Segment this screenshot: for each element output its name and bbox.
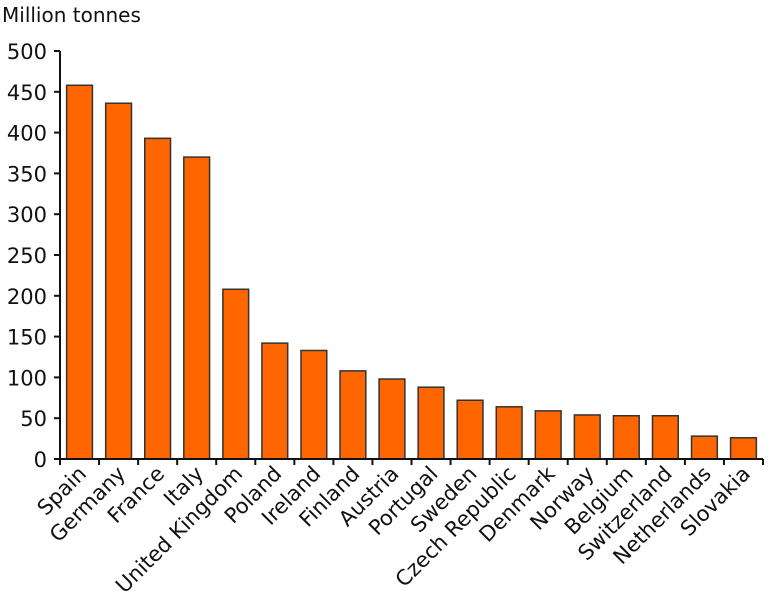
bar-slovakia	[729, 437, 758, 460]
bar-portugal	[417, 386, 445, 460]
bar-switzerland	[651, 415, 679, 460]
bar-germany	[104, 102, 133, 460]
bar-norway	[573, 414, 601, 460]
y-axis-ticks: 0 50 100 150 200 250 300 350 400 450 500	[7, 40, 60, 472]
bar-france	[144, 137, 172, 460]
y-tick-label: 400	[7, 122, 47, 146]
bar-denmark	[534, 410, 562, 460]
bar-netherlands	[690, 435, 719, 460]
bar-ireland	[300, 349, 328, 460]
bar-finland	[339, 370, 367, 460]
bars	[65, 84, 758, 460]
y-axis-label: Million tonnes	[2, 3, 141, 27]
y-tick-label: 300	[7, 203, 47, 227]
y-tick-label: 200	[7, 285, 47, 309]
y-tick-label: 50	[20, 407, 47, 431]
bar-belgium	[612, 415, 640, 460]
y-tick-label: 450	[7, 81, 47, 105]
y-tick-label: 500	[7, 40, 47, 64]
bar-austria	[378, 378, 406, 460]
y-tick-label: 250	[7, 244, 47, 268]
bar-spain	[65, 84, 94, 460]
bar-czech-republic	[495, 406, 523, 460]
bar-united-kingdom	[222, 288, 250, 460]
bar-italy	[183, 156, 211, 460]
y-tick-label: 350	[7, 162, 47, 186]
bar-poland	[261, 342, 289, 460]
y-tick-label: 150	[7, 326, 47, 350]
y-tick-label: 0	[34, 448, 47, 472]
y-tick-label: 100	[7, 366, 47, 390]
bar-sweden	[456, 399, 484, 460]
